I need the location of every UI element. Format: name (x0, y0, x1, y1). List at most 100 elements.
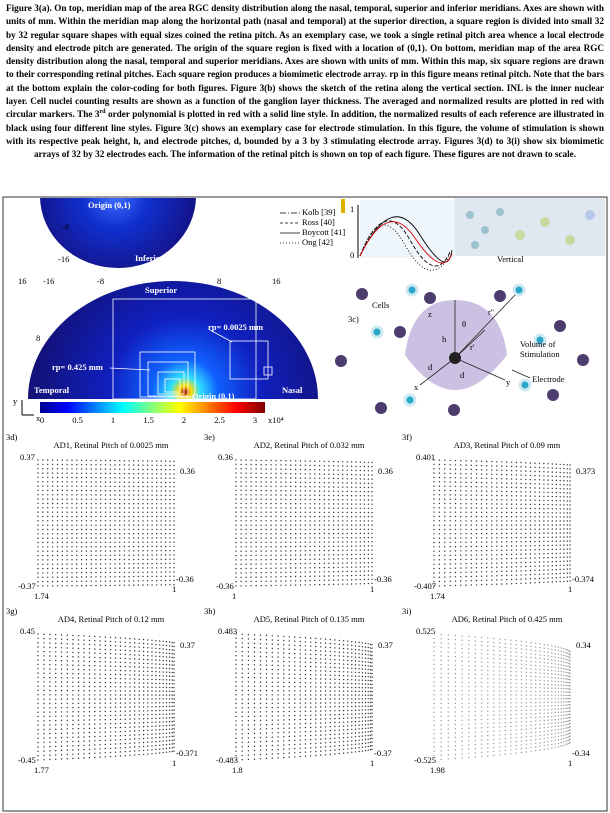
caption: Figure 3(a). On top, meridian map of the… (6, 2, 604, 162)
caption-sup: rd (99, 109, 106, 116)
tick-label: -8 (97, 276, 104, 286)
rimmed-cells (370, 283, 547, 407)
label: r' (470, 342, 475, 352)
label: Electrode (532, 374, 565, 384)
tick-label: -0.36 (216, 581, 234, 591)
tick-label: 1 (370, 584, 374, 594)
label: x (414, 382, 419, 392)
label: d (428, 362, 433, 372)
label: r'' (488, 307, 494, 317)
colorbar-tick: 0.5 (72, 415, 83, 425)
tick-label: 1 (568, 584, 572, 594)
tick-label: -0.37 (374, 748, 392, 758)
colorbar-tick: 1 (111, 415, 115, 425)
tick-label: 1 (232, 591, 236, 601)
cells (335, 288, 589, 416)
label: Nasal (282, 385, 303, 395)
legend-label: Ross [40] (302, 217, 335, 227)
figure-border (2, 196, 608, 812)
tick-label: -16 (43, 276, 54, 286)
tick-label: -16 (58, 254, 69, 264)
label: Volume of Stimulation (520, 339, 560, 359)
label: Inferior (135, 253, 164, 263)
caption-text: Figure 3(a). On top, meridian map of the… (6, 3, 604, 120)
tick-label: 16 (18, 276, 27, 286)
label: Vertical (497, 254, 524, 264)
tick-label: 0.36 (218, 452, 233, 462)
colorbar-unit: x10⁴ (268, 415, 284, 425)
label: Origin (0,1) (88, 200, 131, 210)
tick-label: 1 (172, 758, 176, 768)
tick-label: -8 (62, 222, 69, 232)
tick-label: 8 (217, 276, 221, 286)
tick-label: -0.36 (374, 574, 392, 584)
squares (109, 298, 273, 400)
tick-label: 16 (272, 276, 281, 286)
tick-label: -0.45 (18, 755, 36, 765)
superior-map (28, 281, 318, 399)
tick-label: -0.36 (176, 574, 194, 584)
legend-label: Kolb [39] (302, 207, 335, 217)
panel-label: 3i) (402, 606, 412, 616)
electrode-grid (37, 633, 175, 761)
electrode-grid (235, 633, 373, 761)
tick-label: 1.74 (34, 591, 50, 601)
label: z (428, 309, 432, 319)
tick-label: -0.483 (216, 755, 238, 765)
tick-label: 1 (172, 584, 176, 594)
panel-label: 3h) (204, 606, 216, 616)
label: rp= 0.425 mm (52, 362, 103, 372)
pointer (511, 369, 531, 379)
colorbar-tick: 1.5 (143, 415, 154, 425)
panel-label: 3g) (6, 606, 18, 616)
electrode-grid (433, 459, 571, 587)
inferior-map (40, 198, 196, 268)
colorbar-tick: 2 (182, 415, 186, 425)
label: Superior (145, 285, 177, 295)
legend-label: Ong [42] (302, 237, 333, 247)
label: θ (462, 319, 466, 329)
tick-label: 1.74 (430, 591, 446, 601)
tick-label: 1 (568, 758, 572, 768)
panel-label: 3d) (6, 432, 18, 442)
panel-title: AD2, Retinal Pitch of 0.032 mm (254, 440, 365, 450)
tick-label: -0.37 (18, 581, 36, 591)
panel-title: AD5, Retinal Pitch of 0.135 mm (254, 614, 365, 624)
tick-label: -0.34 (572, 748, 590, 758)
tick-label: 1 (350, 204, 354, 214)
electrode-grid (235, 459, 373, 587)
tick-label: -0.407 (414, 581, 436, 591)
tick-label: 0.525 (416, 626, 435, 636)
tick-label: -0.374 (572, 574, 595, 584)
tick-label: -0.371 (176, 748, 198, 758)
stimulation-axes (419, 294, 516, 386)
label: y (506, 377, 511, 387)
tick-label: 0.373 (576, 466, 595, 476)
panel-title: AD3, Retinal Pitch of 0.09 mm (454, 440, 561, 450)
label: rp= 0.0025 mm (208, 322, 263, 332)
tick-label: 0.36 (378, 466, 393, 476)
label: Origin (0,1) (192, 391, 235, 401)
colorbar (40, 402, 265, 413)
panel-label: 3f) (402, 432, 412, 442)
electrode (449, 352, 461, 364)
tick-label: 0.34 (576, 640, 592, 650)
panel-title: AD1, Retinal Pitch of 0.0025 mm (54, 440, 169, 450)
caption-text: order polynomial is plotted in red with … (6, 109, 605, 160)
electrode-grid (37, 459, 175, 587)
label: Cells (372, 300, 389, 310)
retina-sketch (455, 198, 605, 256)
tick-label: 0.37 (20, 452, 35, 462)
label: d (460, 370, 465, 380)
tick-label: 1 (370, 758, 374, 768)
colorbar-tick: 3 (253, 415, 257, 425)
tick-label: 0 (350, 250, 354, 260)
label: Temporal (34, 385, 70, 395)
bar (341, 199, 345, 213)
tick-label: 0.45 (20, 626, 35, 636)
profile-curves (359, 216, 453, 271)
panel-label: 3c) (348, 314, 359, 324)
electrode-grid (433, 633, 571, 761)
tick-label: 1.8 (232, 765, 243, 775)
